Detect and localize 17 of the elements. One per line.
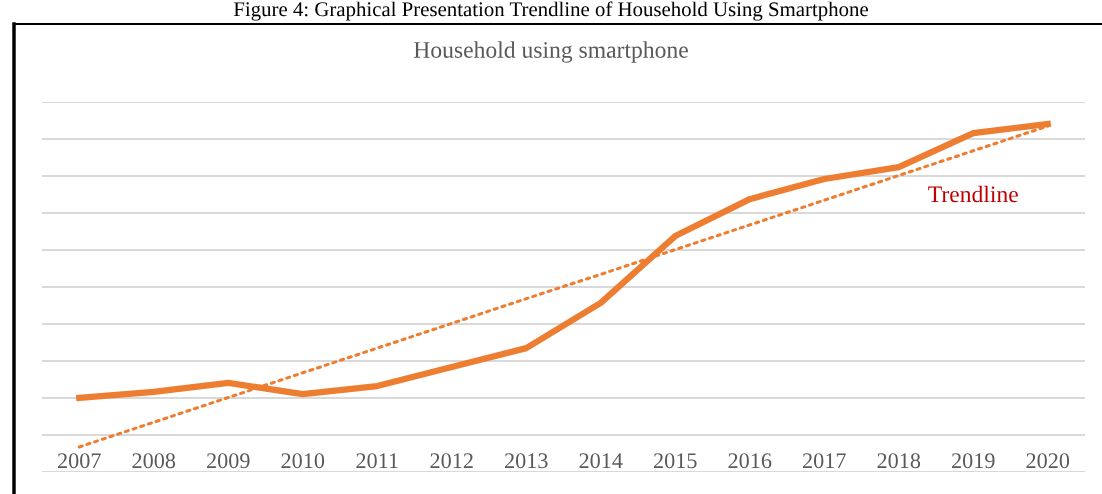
x-tick-label: 2009 <box>207 453 250 469</box>
x-tick-label: 2018 <box>877 453 921 469</box>
x-tick-label: 2016 <box>728 453 772 469</box>
x-tick-label: 2010 <box>281 453 325 469</box>
x-tick-label: 2015 <box>654 453 697 469</box>
chart-subtitle: Figure 4: Graphical Presentation Trendline of Household Using Smartphone <box>233 1 868 21</box>
x-tick-label: 2012 <box>430 453 473 469</box>
x-tick-label: 2011 <box>356 453 398 469</box>
x-tick-label: 2007 <box>58 453 101 469</box>
annotation: Trendline <box>928 185 1018 203</box>
x-tick-label: 2020 <box>1026 453 1070 469</box>
x-tick-label: 2019 <box>952 453 995 469</box>
x-tick-label: 2014 <box>579 453 623 469</box>
x-tick-label: 2017 <box>803 453 846 469</box>
chart-title: Household using smartphone <box>413 41 688 63</box>
x-tick-label: 2008 <box>132 453 176 469</box>
x-tick-label: 2013 <box>505 453 548 469</box>
